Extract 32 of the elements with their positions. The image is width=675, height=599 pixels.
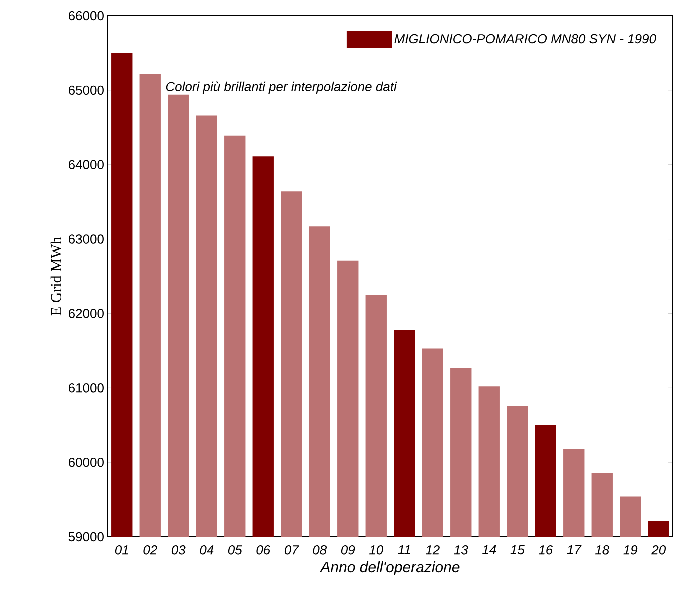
y-tick-label: 62000: [68, 309, 104, 318]
x-tick-label: 03: [172, 546, 186, 555]
x-tick-label: 07: [284, 546, 300, 555]
x-tick-label: 01: [115, 546, 128, 555]
x-tick-label: 16: [538, 546, 554, 555]
x-tick-label: 10: [369, 546, 384, 555]
y-tick-label: 59000: [68, 532, 104, 542]
x-tick-label: 15: [510, 546, 525, 555]
x-tick-label: 18: [595, 546, 610, 555]
y-tick-label: 65000: [68, 86, 104, 96]
annotation: Colori più brillanti per interpolazione dati: [166, 82, 398, 94]
x-tick-label: 12: [426, 546, 440, 555]
x-tick-label: 08: [313, 546, 328, 555]
x-tick-label: 13: [454, 546, 468, 555]
x-tick-label: 05: [228, 546, 242, 555]
legend-label: MIGLIONICO-POMARICO MN80 SYN - 1990: [394, 34, 656, 44]
x-tick-label: 09: [341, 546, 356, 555]
x-tick-label: 04: [200, 546, 214, 555]
y-axis-title: E Grid MWh: [50, 237, 62, 316]
x-tick-label: 14: [482, 546, 496, 554]
y-tick-label: 60000: [68, 458, 104, 468]
x-tick-label: 11: [398, 546, 410, 554]
x-tick-label: 06: [256, 546, 271, 555]
y-tick-label: 61000: [68, 384, 104, 393]
x-tick-label: 17: [567, 546, 582, 554]
y-tick-label: 64000: [68, 160, 104, 170]
y-tick-label: 66000: [68, 11, 104, 21]
x-tick-label: 20: [652, 546, 666, 555]
x-axis-title: Anno dell'operazione: [320, 562, 460, 576]
x-tick-label: 02: [144, 546, 158, 555]
x-tick-label: 19: [624, 546, 638, 555]
y-tick-label: 63000: [68, 234, 104, 244]
